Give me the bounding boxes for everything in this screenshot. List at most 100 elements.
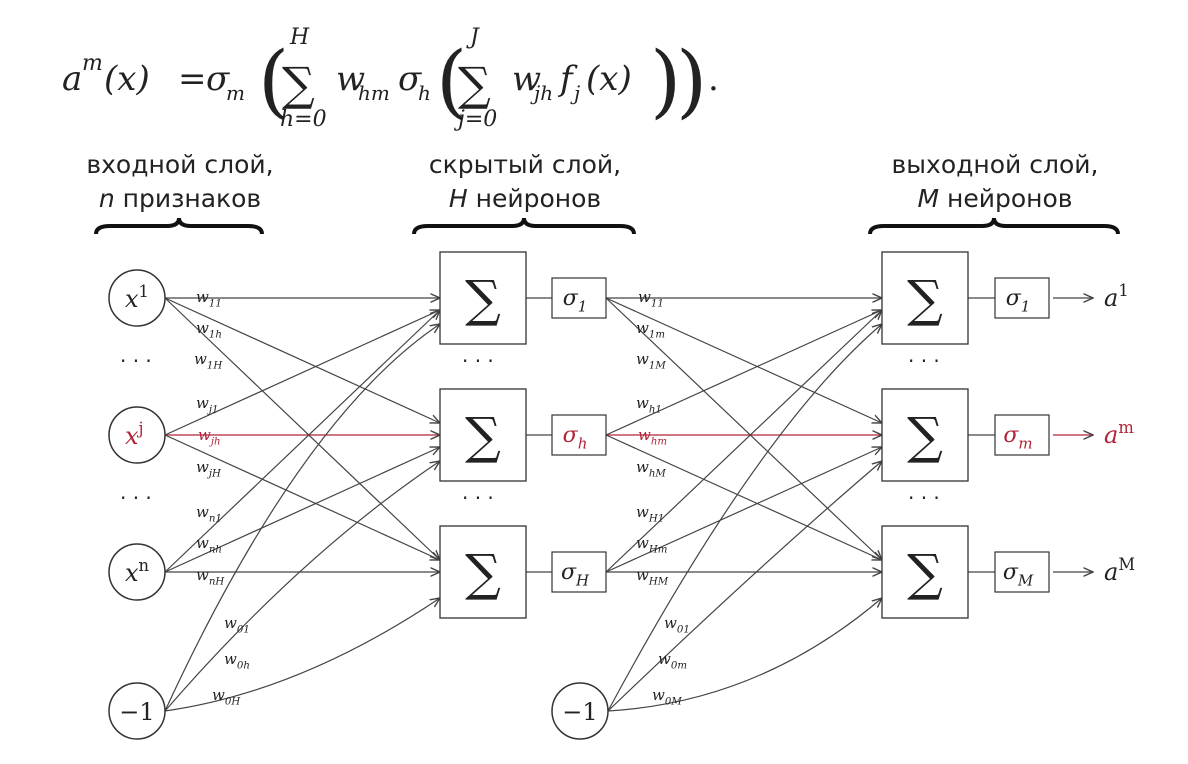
input-layer-var: n [98, 184, 115, 213]
input-label-2: xn [125, 556, 150, 587]
input-layer-rest: признаков [114, 184, 262, 213]
hidden-sum-box-2 [439, 525, 527, 619]
output-activation-label-1: σm [1003, 423, 1032, 453]
edge-h0-o1 [605, 297, 882, 423]
weight-l1-11: w0H [212, 686, 241, 708]
weight-l2-1: w1m [636, 319, 665, 341]
weight-l1-10: w0h [224, 650, 250, 672]
ellipsis-3: · · · [462, 486, 494, 510]
hidden-layer-rest: нейронов [467, 184, 602, 213]
input-label-1: xj [125, 419, 144, 450]
output-label-1: am [1104, 418, 1134, 449]
weight-l1-8: wnH [196, 566, 225, 588]
formula-outer-fn: σ [206, 59, 230, 99]
formula-feature-arg: (x) [586, 59, 632, 99]
bias-node-input [108, 682, 166, 740]
weight-l2-2: w1M [636, 350, 666, 372]
formula-outer-fn-sub: m [226, 81, 245, 105]
formula-outer-sum-bottom: h=0 [280, 107, 327, 132]
edge-bias2-o2 [607, 598, 882, 712]
input-label-0: x1 [125, 282, 149, 313]
edge-in1-h2 [164, 434, 440, 560]
output-activation-box-1 [994, 414, 1050, 456]
output-sum-symbol-0: ∑ [907, 270, 943, 328]
output-layer-title: выходной слой, M нейронов [860, 148, 1130, 216]
hidden-layer-title: скрытый слой, H нейронов [400, 148, 650, 216]
hidden-sum-symbol-0: ∑ [465, 270, 501, 328]
output-layer-brace [868, 217, 1120, 235]
edge-bias2-o0 [607, 324, 882, 712]
hidden-activation-box-0 [551, 277, 607, 319]
hidden-sum-symbol-2: ∑ [465, 544, 501, 602]
weight-l1-0: w11 [196, 288, 222, 310]
hidden-activation-label-1: σh [563, 423, 588, 453]
output-sum-symbol-1: ∑ [907, 407, 943, 465]
formula-inner-sum-top: J [466, 25, 480, 50]
weight-l2-8: wHM [636, 566, 669, 588]
bias-node-hidden-label: −1 [562, 698, 597, 726]
formula-inner-sum-bottom: j=0 [453, 107, 497, 132]
formula-feature-sub: j [570, 81, 580, 105]
bias-node-input-label: −1 [119, 698, 154, 726]
hidden-activation-label-0: σ1 [563, 286, 588, 316]
ellipsis-2: · · · [462, 349, 494, 373]
ellipsis-0: · · · [120, 349, 152, 373]
formula-inner-fn: σ [398, 59, 422, 99]
edge-h0-o2 [605, 297, 882, 560]
input-node-2 [108, 543, 166, 601]
input-layer-line1: входной слой, [86, 150, 274, 179]
edge-in0-h2 [164, 297, 440, 560]
weight-l1-6: wn1 [196, 503, 222, 525]
output-activation-box-2 [994, 551, 1050, 593]
input-node-1 [108, 406, 166, 464]
formula-eq: = [178, 59, 207, 99]
formula-open-paren-2: ( [436, 34, 467, 127]
formula-inner-sum-symbol: ∑ [458, 57, 491, 111]
weight-l2-10: w0m [658, 650, 687, 672]
hidden-layer-brace [412, 217, 636, 235]
hidden-activation-box-1 [551, 414, 607, 456]
edge-bias1-h0 [164, 324, 440, 712]
hidden-activation-box-2 [551, 551, 607, 593]
weight-l1-2: w1H [194, 350, 223, 372]
output-sum-symbol-2: ∑ [907, 544, 943, 602]
formula-close-paren-1: ) [676, 34, 707, 127]
hidden-sum-box-0 [439, 251, 527, 345]
weight-l2-7: wHm [636, 534, 667, 556]
weight-l1-7: wnh [196, 534, 222, 556]
hidden-activation-label-2: σH [561, 560, 590, 590]
weight-l1-1: w1h [196, 319, 222, 341]
formula-inner-fn-sub: h [418, 81, 431, 105]
output-activation-box-0 [994, 277, 1050, 319]
output-label-2: aM [1104, 555, 1135, 586]
edge-bias1-h1 [164, 461, 440, 712]
ellipsis-5: · · · [908, 486, 940, 510]
edge-bias2-o1 [607, 461, 882, 712]
edge-h2-o1 [605, 447, 882, 573]
edge-h1-o0 [605, 310, 882, 436]
hidden-layer-var: H [448, 184, 468, 213]
formula-outer-weight: w [336, 59, 365, 99]
hidden-sum-symbol-1: ∑ [465, 407, 501, 465]
output-layer-line2: M нейронов [860, 182, 1130, 216]
output-layer-line1: выходной слой, [891, 150, 1099, 179]
edge-in2-h1 [164, 447, 440, 573]
input-layer-line2: n признаков [60, 182, 300, 216]
input-node-0 [108, 269, 166, 327]
weight-l1-5: wjH [196, 458, 222, 480]
output-sum-box-0 [881, 251, 969, 345]
formula-lhs-arg: (x) [104, 59, 150, 99]
weight-l1-3: wj1 [196, 394, 218, 416]
edge-in0-h1 [164, 297, 440, 423]
formula-lhs-sup: m [82, 51, 103, 76]
weight-l2-3: wh1 [636, 394, 662, 416]
formula-inner-weight: w [512, 59, 541, 99]
weight-l1-9: w01 [224, 614, 250, 636]
formula-inner-weight-sub: jh [530, 81, 553, 105]
weight-l2-5: whM [636, 458, 666, 480]
ellipsis-4: · · · [908, 349, 940, 373]
formula-outer-weight-sub: hm [358, 81, 390, 105]
output-sum-box-1 [881, 388, 969, 482]
weight-l1-4: wjh [198, 426, 221, 448]
edge-in1-h0 [164, 310, 440, 436]
